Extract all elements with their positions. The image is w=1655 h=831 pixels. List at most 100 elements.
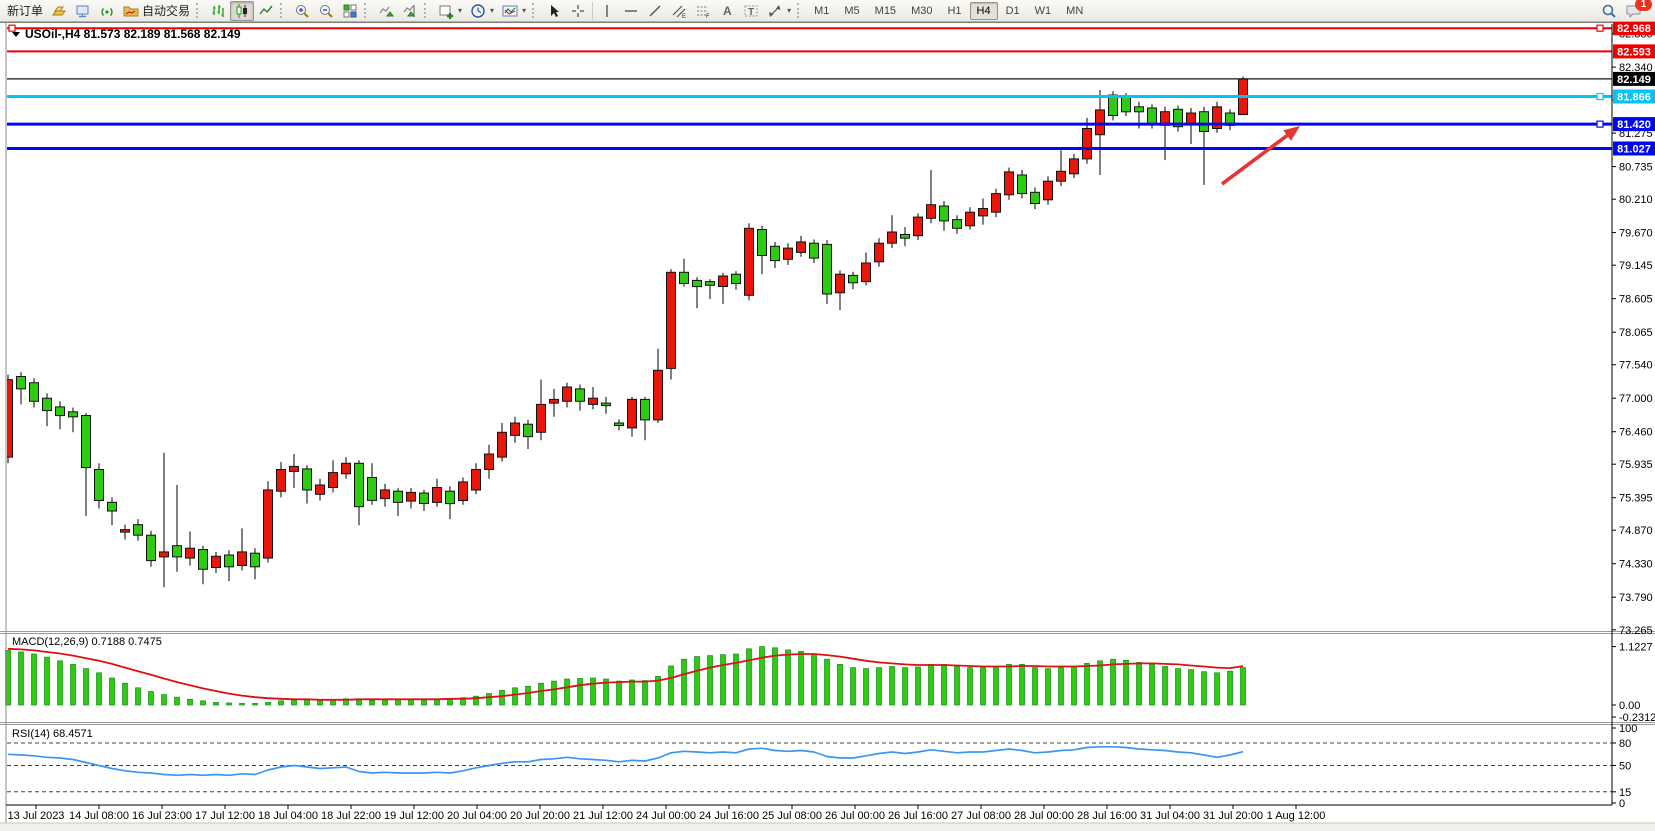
candle-body [978, 208, 988, 217]
macd-bar [811, 653, 817, 706]
zoom-in-button[interactable] [290, 1, 314, 21]
auto-scroll-button[interactable] [374, 1, 398, 21]
candle-body [601, 402, 611, 407]
new-order-button[interactable]: 新订单 [3, 1, 47, 21]
macd-bar [122, 682, 128, 706]
candle-body [185, 547, 195, 559]
time-tick-label: 13 Jul 2023 [8, 810, 65, 822]
rsi-tick-label: 80 [1619, 738, 1631, 750]
vertical-line-tool-button[interactable] [595, 1, 619, 21]
line-anchor[interactable] [1596, 120, 1604, 128]
timeframe-button-m30[interactable]: M30 [911, 4, 933, 17]
macd-bar [655, 676, 661, 706]
time-tick-label: 31 Jul 04:00 [1140, 810, 1200, 822]
text-tool-button[interactable]: A [715, 1, 739, 21]
horizontal-line-tool-button[interactable] [619, 1, 643, 21]
time-tick-label: 24 Jul 16:00 [699, 810, 759, 822]
macd-signal-line [7, 647, 1244, 701]
price-badge [1613, 44, 1655, 59]
shapes-tool-button[interactable]: ▾ [763, 1, 795, 21]
macd-bar [1032, 667, 1038, 706]
candle-body [562, 386, 572, 402]
macd-bar [278, 700, 284, 706]
label-tool-button[interactable]: T [739, 1, 763, 21]
timeframe-button-h1[interactable]: H1 [947, 4, 962, 17]
rsi-tick-label: 0 [1619, 798, 1625, 810]
macd-bar [1214, 672, 1220, 706]
timeframe-button-w1[interactable]: W1 [1034, 4, 1052, 17]
candle-body [328, 472, 338, 489]
bar-chart-button[interactable] [206, 1, 230, 21]
candle-body [783, 247, 793, 260]
tile-windows-button[interactable] [338, 1, 362, 21]
candle-body [263, 489, 273, 559]
timeframe-button-m5[interactable]: M5 [844, 4, 860, 17]
price-chart[interactable]: 82.88082.34081.81581.27580.73580.21079.6… [0, 22, 1655, 831]
timeframe-button-m15[interactable]: M15 [874, 4, 897, 17]
timeframe-button-d1[interactable]: D1 [1005, 4, 1020, 17]
templates-button[interactable]: ▾ [498, 1, 530, 21]
timeframe-button-m1[interactable]: M1 [814, 4, 830, 17]
search-button[interactable] [1597, 1, 1621, 21]
autotrading-button[interactable]: 自动交易 [119, 1, 194, 21]
macd-bar [395, 699, 401, 706]
fibonacci-tool-button[interactable]: F [691, 1, 715, 21]
rsi-label: RSI(14) 68.4571 [12, 728, 93, 740]
macd-bar [382, 699, 388, 706]
candle-body [770, 245, 780, 262]
terminal-button[interactable] [71, 1, 95, 21]
signal-button[interactable] [95, 1, 119, 21]
macd-bar [44, 656, 50, 706]
candle-body [1212, 106, 1222, 130]
candle-body [991, 193, 1001, 213]
arrow-annotation[interactable] [1220, 134, 1289, 186]
timeframe-button-mn[interactable]: MN [1066, 4, 1084, 17]
chart-shift-button[interactable] [398, 1, 422, 21]
line-anchor[interactable] [1596, 24, 1604, 32]
crosshair-tool-button[interactable] [566, 1, 590, 21]
timeframe-button-h4[interactable]: H4 [969, 1, 998, 20]
candle-body [380, 489, 390, 500]
candle-body [887, 231, 897, 244]
macd-bar [798, 651, 804, 706]
gold-button[interactable] [47, 1, 71, 21]
macd-bar [720, 654, 726, 706]
macd-bar [850, 667, 856, 706]
candle-body [588, 397, 598, 405]
time-tick-label: 27 Jul 08:00 [951, 810, 1011, 822]
macd-bar [239, 703, 245, 706]
zoom-out-button[interactable] [314, 1, 338, 21]
line-chart-button[interactable] [254, 1, 278, 21]
line-anchor[interactable] [8, 24, 16, 32]
candle-body [523, 423, 533, 438]
trendline-tool-button[interactable] [643, 1, 667, 21]
channel-tool-button[interactable]: E [667, 1, 691, 21]
candlestick-chart-button[interactable] [230, 0, 255, 21]
price-tick-label: 82.340 [1619, 62, 1653, 74]
new-chart-icon [439, 5, 454, 19]
candle-body [874, 242, 884, 263]
macd-bar [356, 699, 362, 706]
macd-bar [486, 693, 492, 706]
candle-body [29, 382, 39, 402]
chevron-down-icon: ▾ [522, 6, 527, 15]
chart-menu-triangle-icon[interactable] [12, 32, 20, 37]
cursor-tool-button[interactable] [542, 1, 566, 21]
candle-body [1147, 107, 1157, 125]
new-chart-button[interactable]: ▾ [434, 1, 466, 21]
macd-tick-label: 1.1227 [1619, 642, 1653, 654]
main-toolbar: 新订单 自动交易 ▾ ▾ [0, 0, 1655, 22]
macd-bar [993, 666, 999, 706]
line-anchor[interactable] [1596, 92, 1604, 101]
chat-button[interactable]: 1 [1621, 0, 1652, 21]
arrow-annotation-head[interactable] [1283, 126, 1300, 141]
candle-body [250, 552, 260, 568]
rsi-line [7, 745, 1244, 777]
macd-tick-label: -0.2312 [1619, 712, 1655, 724]
chart-background [0, 22, 1655, 831]
period-button[interactable]: ▾ [466, 1, 498, 21]
candle-body [796, 241, 806, 253]
candle-body [640, 398, 650, 421]
price-badge-label: 81.866 [1617, 92, 1651, 104]
toolbar-grip [196, 3, 202, 18]
